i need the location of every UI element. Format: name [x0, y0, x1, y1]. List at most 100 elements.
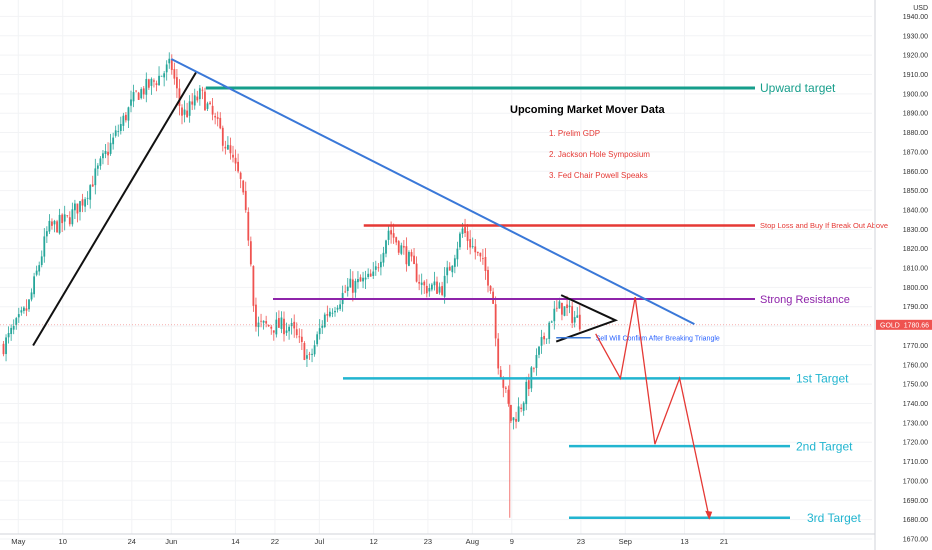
candle-body [28, 299, 30, 310]
candle-body [278, 318, 280, 328]
candle-body [188, 101, 191, 116]
candle-body [198, 88, 201, 100]
candle-body [168, 58, 171, 64]
candle-body [566, 304, 568, 309]
candle-body [63, 214, 66, 222]
candle-body [464, 227, 466, 234]
x-tick-label: Aug [466, 537, 479, 546]
projected-path-arrowhead [705, 510, 713, 520]
candle-body [132, 92, 135, 102]
candle-body [142, 88, 145, 95]
candle-body [354, 280, 357, 293]
candle-body [5, 337, 7, 355]
candle-body [489, 285, 492, 291]
candle-body [10, 327, 13, 335]
candle-body [130, 99, 132, 106]
candle-body [224, 146, 227, 149]
second-target-label: 2nd Target [796, 439, 853, 453]
candle-body [298, 336, 301, 338]
currency-label: USD [913, 5, 928, 12]
candle-body [201, 89, 204, 91]
x-tick-label: 10 [59, 537, 67, 546]
candle-body [260, 320, 262, 322]
candle-body [30, 292, 33, 300]
y-tick-label: 1710.00 [903, 459, 928, 466]
candle-body [377, 267, 380, 269]
candle-body [548, 322, 551, 339]
last-price-tag [876, 319, 932, 330]
last-price-label: 1780.66 [904, 322, 929, 329]
y-tick-label: 1680.00 [903, 517, 928, 524]
candle-body [446, 267, 449, 276]
candle-body [96, 165, 99, 169]
candle-body [385, 240, 387, 254]
upward-target-label: Upward target [760, 81, 836, 95]
price-axis: 1670.00 1680.00 1690.00 1700.00 1710.00 1720.… [874, 0, 932, 550]
candle-body [420, 282, 423, 285]
candle-body [237, 161, 239, 172]
candle-body [285, 330, 288, 333]
candle-body [418, 281, 421, 284]
candle-body [183, 109, 186, 115]
candle-body [35, 270, 38, 275]
candle-body [153, 80, 155, 82]
candle-body [158, 75, 160, 86]
candle-body [405, 246, 408, 265]
candle-body [476, 251, 479, 254]
candle-body [15, 318, 18, 325]
candle-body [191, 101, 194, 105]
y-tick-label: 1850.00 [903, 188, 928, 195]
candle-body [45, 231, 48, 237]
third-target-label: 3rd Target [807, 511, 861, 525]
candle-body [515, 418, 517, 422]
candle-body [555, 307, 558, 309]
candle-body [453, 258, 456, 267]
candle-body [323, 314, 326, 328]
y-tick-label: 1800.00 [903, 285, 928, 292]
market-movers-title: Upcoming Market Mover Data [510, 104, 666, 116]
candle-body [51, 221, 53, 226]
candle-body [221, 127, 224, 146]
drawings: Upward target Stop Loss and Buy If Break … [0, 58, 888, 525]
candle-body [448, 266, 451, 271]
candle-body [456, 248, 459, 260]
candle-body [520, 407, 523, 410]
candle-body [20, 310, 23, 313]
candle-body [441, 286, 443, 295]
candle-body [438, 286, 441, 293]
candle-body [558, 301, 561, 309]
y-tick-label: 1760.00 [903, 362, 928, 369]
candle-body [364, 277, 367, 280]
market-mover-item: 3. Fed Chair Powell Speaks [549, 171, 648, 180]
candle-body [387, 230, 390, 240]
candle-body [431, 284, 433, 290]
candle-body [395, 237, 398, 243]
candle-body [300, 336, 303, 342]
candle-body [351, 279, 354, 293]
candle-body [571, 306, 574, 323]
candle-body [17, 314, 20, 318]
candle-body [415, 263, 418, 282]
candle-body [89, 185, 92, 200]
candle-body [474, 246, 477, 253]
candle-body [244, 190, 247, 211]
x-tick-label: 23 [577, 537, 585, 546]
candle-body [109, 142, 112, 154]
candle-body [61, 214, 64, 224]
strong-resistance-label: Strong Resistance [760, 294, 850, 306]
candle-body [249, 241, 252, 265]
candle-body [563, 306, 566, 316]
candle-body [53, 220, 56, 225]
candle-body [397, 241, 400, 253]
candle-body [216, 117, 219, 119]
candle-body [392, 233, 395, 238]
candle-body [469, 239, 472, 248]
candle-body [23, 307, 25, 311]
candle-body [219, 117, 222, 129]
candle-body [147, 79, 150, 88]
candle-body [313, 345, 316, 355]
candle-body [336, 307, 339, 310]
projected-path [595, 296, 710, 518]
candle-body [331, 312, 334, 314]
candle-body [443, 275, 446, 297]
